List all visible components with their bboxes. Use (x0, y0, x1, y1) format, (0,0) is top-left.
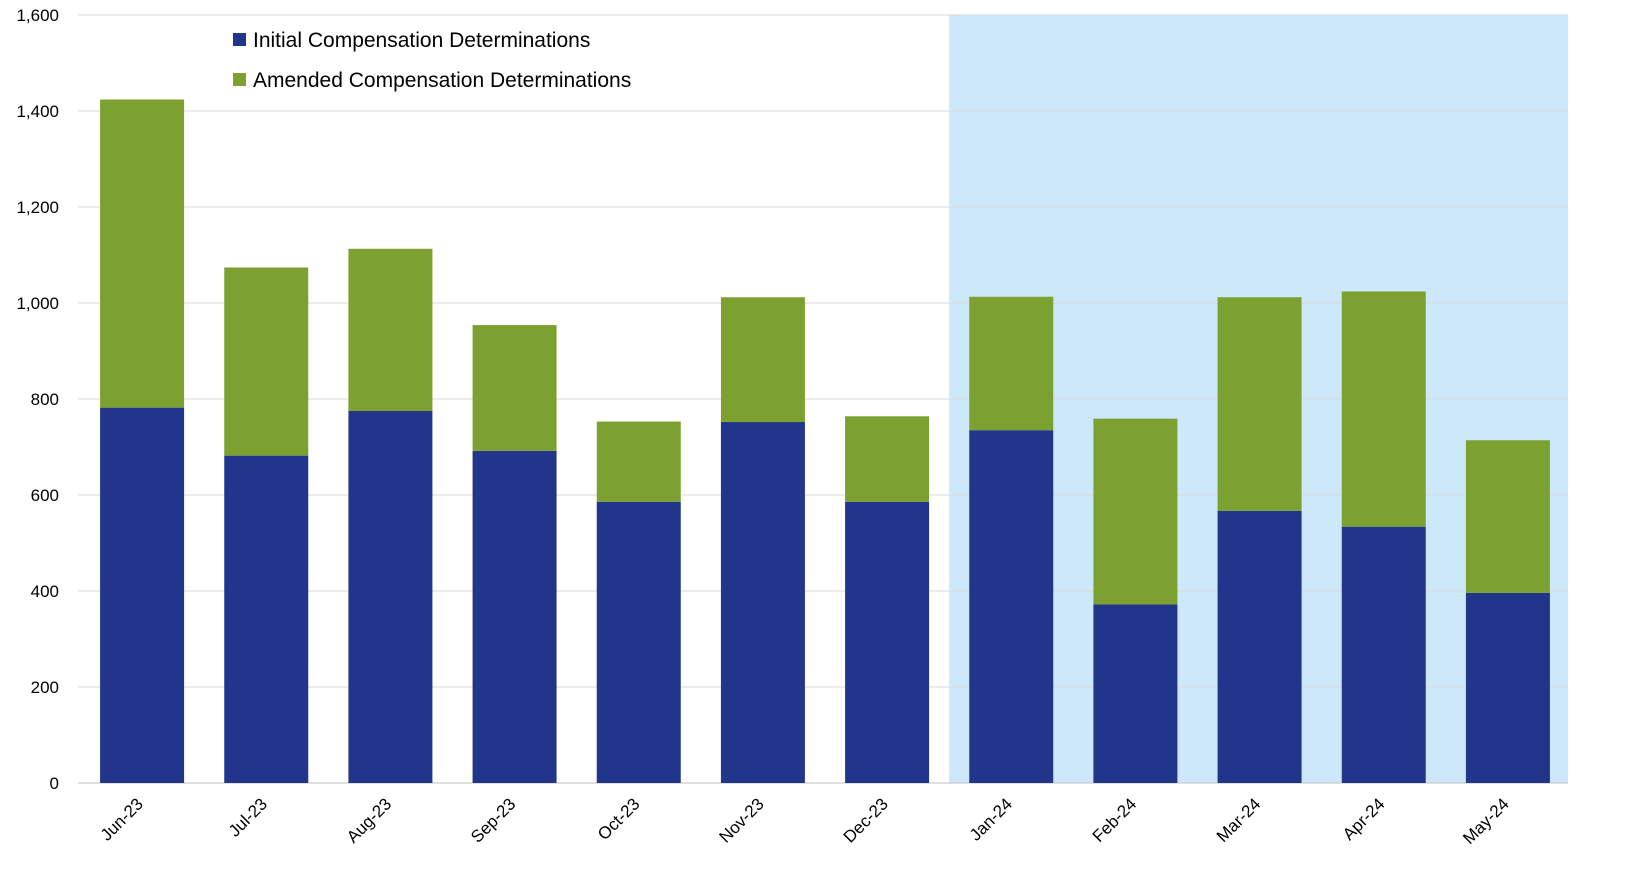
gridlines (78, 14, 1568, 784)
y-tick-label: 1,600 (16, 6, 59, 25)
y-tick-label: 400 (31, 582, 59, 601)
bar-initial (100, 407, 185, 783)
x-tick-label: Oct-23 (594, 794, 644, 844)
bar-initial (1093, 604, 1178, 783)
bar-amended (100, 99, 185, 408)
bar-amended (1341, 291, 1426, 527)
x-tick-label: May-24 (1459, 794, 1513, 848)
x-tick-label: Aug-23 (343, 794, 395, 846)
y-tick-label: 600 (31, 486, 59, 505)
bar-amended (845, 416, 930, 502)
bar-initial (1465, 592, 1550, 783)
legend-swatch-amended (233, 73, 246, 86)
bar-amended (472, 325, 557, 451)
x-tick-label: Sep-23 (467, 794, 519, 846)
bar-initial (845, 501, 930, 783)
legend-swatch-initial (233, 33, 246, 46)
x-tick-label: Dec-23 (840, 794, 892, 846)
legend-label-amended: Amended Compensation Determinations (253, 69, 631, 92)
bar-initial (596, 501, 681, 783)
bar-amended (969, 296, 1054, 431)
bar-initial (1217, 510, 1302, 783)
legend-label-initial: Initial Compensation Determinations (253, 29, 590, 52)
bar-amended (348, 248, 433, 411)
bars (100, 99, 1550, 783)
bar-initial (1341, 526, 1426, 783)
x-tick-label: Nov-23 (716, 794, 768, 846)
y-tick-label: 0 (50, 774, 59, 793)
bar-amended (596, 421, 681, 502)
bar-initial (348, 411, 433, 783)
x-tick-label: Mar-24 (1213, 794, 1265, 846)
bar-amended (1217, 297, 1302, 511)
x-tick-label: Jan-24 (966, 794, 1016, 844)
bar-initial (472, 450, 557, 783)
x-tick-label: Feb-24 (1089, 794, 1141, 846)
y-tick-label: 200 (31, 678, 59, 697)
x-tick-label: Jul-23 (225, 794, 271, 840)
bar-initial (224, 455, 309, 783)
y-tick-label: 800 (31, 390, 59, 409)
y-tick-label: 1,400 (16, 102, 59, 121)
legend: Initial Compensation Determinations Amend… (233, 29, 631, 92)
bar-amended (1093, 418, 1178, 605)
y-tick-label: 1,200 (16, 198, 59, 217)
x-tick-label: Apr-24 (1339, 794, 1389, 844)
y-tick-label: 1,000 (16, 294, 59, 313)
x-tick-label: Jun-23 (97, 794, 147, 844)
bar-amended (1465, 440, 1550, 593)
bar-initial (969, 430, 1054, 783)
bar-initial (720, 422, 805, 783)
bar-amended (720, 297, 805, 423)
bar-amended (224, 267, 309, 456)
